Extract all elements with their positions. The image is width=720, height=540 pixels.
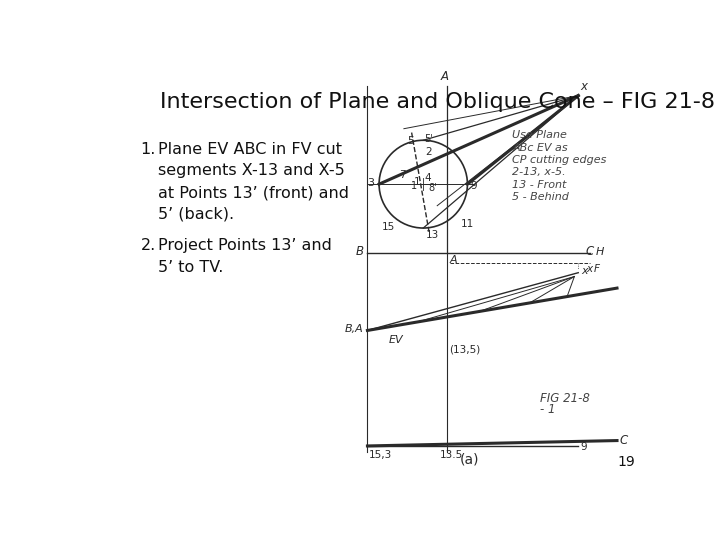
Text: ABc EV as: ABc EV as — [513, 143, 568, 153]
Text: H: H — [595, 247, 603, 257]
Text: - 1: - 1 — [539, 403, 555, 416]
Text: 11: 11 — [462, 219, 474, 229]
Text: 5': 5' — [424, 134, 433, 145]
Text: 8': 8' — [428, 183, 436, 193]
Text: 1.: 1. — [140, 142, 156, 157]
Text: 7: 7 — [400, 170, 406, 180]
Text: 2-13, x-5.: 2-13, x-5. — [513, 167, 566, 177]
Text: 13 - Front: 13 - Front — [513, 179, 567, 190]
Text: 13: 13 — [426, 230, 438, 240]
Text: A: A — [449, 255, 457, 265]
Text: Use Plane: Use Plane — [513, 130, 567, 140]
Text: x: x — [581, 266, 588, 276]
Text: FIG 21-8: FIG 21-8 — [539, 392, 590, 405]
Text: 5: 5 — [407, 136, 414, 146]
Text: CP cutting edges: CP cutting edges — [513, 155, 607, 165]
Text: EV: EV — [389, 335, 404, 345]
Text: (13,5): (13,5) — [449, 345, 480, 355]
Text: 1: 1 — [413, 177, 420, 187]
Text: 9: 9 — [471, 181, 477, 191]
Text: 19: 19 — [617, 455, 635, 469]
Text: B,A: B,A — [345, 324, 364, 334]
Text: 1: 1 — [411, 181, 417, 192]
Text: 3: 3 — [367, 178, 374, 188]
Text: Intersection of Plane and Oblique Cone – FIG 21-8: Intersection of Plane and Oblique Cone –… — [160, 92, 715, 112]
Text: A: A — [440, 70, 448, 83]
Text: x: x — [586, 264, 592, 274]
Text: 9: 9 — [580, 442, 588, 453]
Text: F: F — [594, 264, 600, 274]
Text: 4: 4 — [425, 173, 431, 183]
Text: x: x — [580, 79, 588, 92]
Text: Plane EV ABC in FV cut
segments X-13 and X-5
at Points 13’ (front) and
5’ (back): Plane EV ABC in FV cut segments X-13 and… — [158, 142, 349, 221]
Text: (a): (a) — [460, 453, 480, 467]
Text: 2.: 2. — [140, 238, 156, 253]
Text: 15: 15 — [382, 222, 395, 232]
Text: 13.5: 13.5 — [441, 450, 464, 460]
Text: C: C — [619, 434, 628, 447]
Text: B: B — [356, 245, 364, 259]
Text: Project Points 13’ and
5’ to TV.: Project Points 13’ and 5’ to TV. — [158, 238, 332, 275]
Text: 5 - Behind: 5 - Behind — [513, 192, 570, 202]
Text: 2: 2 — [426, 147, 432, 157]
Text: 15,3: 15,3 — [369, 450, 392, 460]
Text: C: C — [586, 245, 594, 259]
